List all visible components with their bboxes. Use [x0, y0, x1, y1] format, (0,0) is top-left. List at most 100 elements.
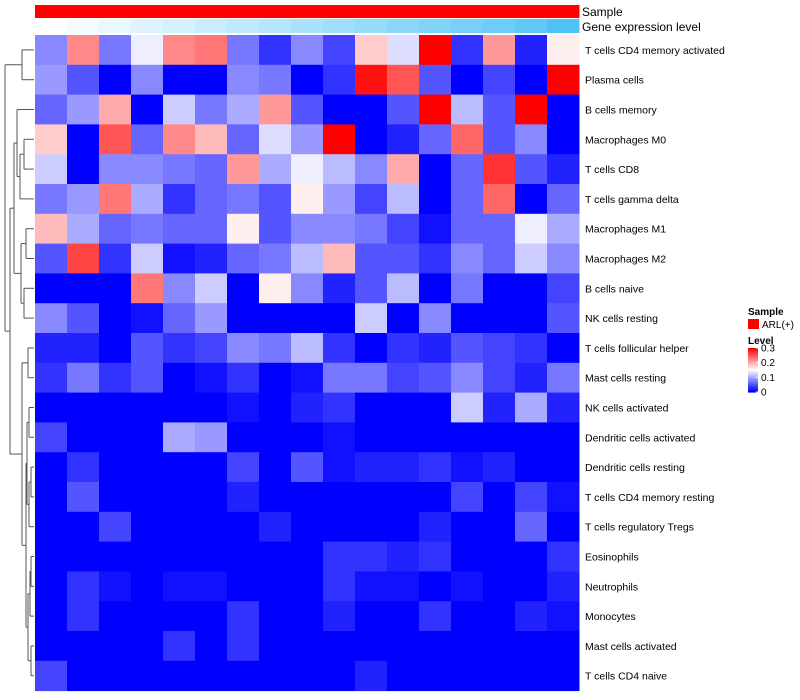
- colorbar-segment: [748, 355, 758, 357]
- sample-annotation-cell: [67, 5, 100, 18]
- sample-annotation-cell: [419, 5, 452, 18]
- heatmap-cell: [355, 64, 388, 96]
- heatmap-cell: [355, 154, 388, 185]
- sample-annotation-cell: [227, 5, 260, 18]
- heatmap-cell: [131, 154, 164, 185]
- heatmap-cell: [163, 392, 196, 423]
- heatmap-cell: [99, 511, 132, 543]
- heatmap-cell: [259, 452, 292, 483]
- row-label: Macrophages M2: [585, 254, 666, 266]
- heatmap-cell: [483, 452, 516, 483]
- heatmap-cell: [419, 541, 452, 572]
- heatmap-cell: [451, 184, 484, 215]
- colorbar-segment: [748, 358, 758, 360]
- heatmap-cell: [483, 541, 516, 572]
- gene-level-annotation-cell: [67, 19, 100, 33]
- heatmap-cell: [259, 541, 292, 572]
- heatmap-cell: [291, 303, 324, 334]
- heatmap-cell: [323, 511, 356, 543]
- heatmap-cell: [419, 362, 452, 394]
- heatmap-cell: [451, 631, 484, 662]
- heatmap-cell: [323, 392, 356, 423]
- heatmap-cell: [387, 303, 420, 334]
- heatmap-cell: [547, 124, 580, 155]
- heatmap-cell: [227, 64, 260, 96]
- heatmap-cell: [195, 64, 228, 96]
- heatmap-cell: [195, 392, 228, 423]
- gene-level-annotation-cell: [99, 19, 132, 33]
- heatmap-cell: [195, 511, 228, 543]
- heatmap-cell: [451, 511, 484, 543]
- heatmap-cell: [163, 124, 196, 155]
- heatmap-cell: [323, 362, 356, 394]
- heatmap-cell: [515, 124, 548, 155]
- heatmap-cell: [291, 35, 324, 66]
- gene-level-annotation-cell: [35, 19, 68, 33]
- heatmap-cell: [355, 35, 388, 66]
- legend-level-ticks: 0.3 0.2 0.1 0: [756, 344, 775, 399]
- heatmap-cell: [323, 213, 356, 245]
- heatmap-cell: [35, 303, 68, 334]
- heatmap-cell: [259, 392, 292, 423]
- heatmap-cell: [547, 541, 580, 572]
- heatmap-cell: [67, 303, 100, 334]
- heatmap-cell: [67, 422, 100, 453]
- heatmap-cell: [35, 154, 68, 185]
- heatmap-cell: [35, 511, 68, 543]
- heatmap-cell: [227, 213, 260, 245]
- heatmap-cell: [67, 392, 100, 423]
- heatmap-cell: [227, 541, 260, 572]
- heatmap-cell: [483, 35, 516, 66]
- heatmap-cell: [67, 94, 100, 125]
- gene-level-annotation-cell: [323, 19, 356, 33]
- heatmap-cell: [35, 64, 68, 96]
- heatmap-cell: [483, 64, 516, 96]
- heatmap-cell: [35, 362, 68, 394]
- heatmap-cell: [387, 184, 420, 215]
- heatmap-cell: [547, 362, 580, 394]
- heatmap-cell: [387, 422, 420, 453]
- heatmap-cell: [547, 243, 580, 274]
- heatmap-cell: [547, 184, 580, 215]
- heatmap-cell: [483, 243, 516, 274]
- heatmap-cell: [227, 571, 260, 602]
- row-label: B cells memory: [585, 105, 658, 117]
- heatmap-cell: [451, 452, 484, 483]
- heatmap-cell: [355, 213, 388, 245]
- heatmap-cell: [227, 392, 260, 423]
- heatmap-cell: [291, 333, 324, 364]
- heatmap-cell: [515, 362, 548, 394]
- heatmap-cell: [355, 511, 388, 543]
- heatmap-cell: [163, 213, 196, 245]
- heatmap-cell: [259, 362, 292, 394]
- colorbar-segment: [748, 382, 758, 384]
- heatmap-cell: [99, 571, 132, 602]
- heatmap-cell: [259, 184, 292, 215]
- heatmap-cell: [419, 571, 452, 602]
- row-label: Monocytes: [585, 611, 636, 623]
- heatmap-cell: [483, 601, 516, 632]
- heatmap-cell: [195, 273, 228, 304]
- heatmap-cell: [515, 154, 548, 185]
- heatmap-cell: [259, 94, 292, 125]
- heatmap-cell: [195, 124, 228, 155]
- row-label: NK cells activated: [585, 403, 669, 415]
- colorbar-segment: [748, 362, 758, 364]
- colorbar-segment: [748, 383, 758, 385]
- heatmap-cell: [35, 94, 68, 125]
- heatmap-cell: [547, 452, 580, 483]
- heatmap-cell: [195, 541, 228, 572]
- annotation-label-sample: Sample: [582, 5, 623, 19]
- heatmap-cell: [227, 333, 260, 364]
- heatmap-cell: [323, 154, 356, 185]
- heatmap-cell: [483, 124, 516, 155]
- colorbar-segment: [748, 379, 758, 381]
- heatmap-cell: [227, 273, 260, 304]
- heatmap-cell: [131, 422, 164, 453]
- heatmap-cell: [515, 35, 548, 66]
- heatmap-cell: [323, 333, 356, 364]
- heatmap-cell: [515, 422, 548, 453]
- heatmap-cell: [67, 213, 100, 245]
- colorbar-segment: [748, 357, 758, 359]
- heatmap-cell: [99, 273, 132, 304]
